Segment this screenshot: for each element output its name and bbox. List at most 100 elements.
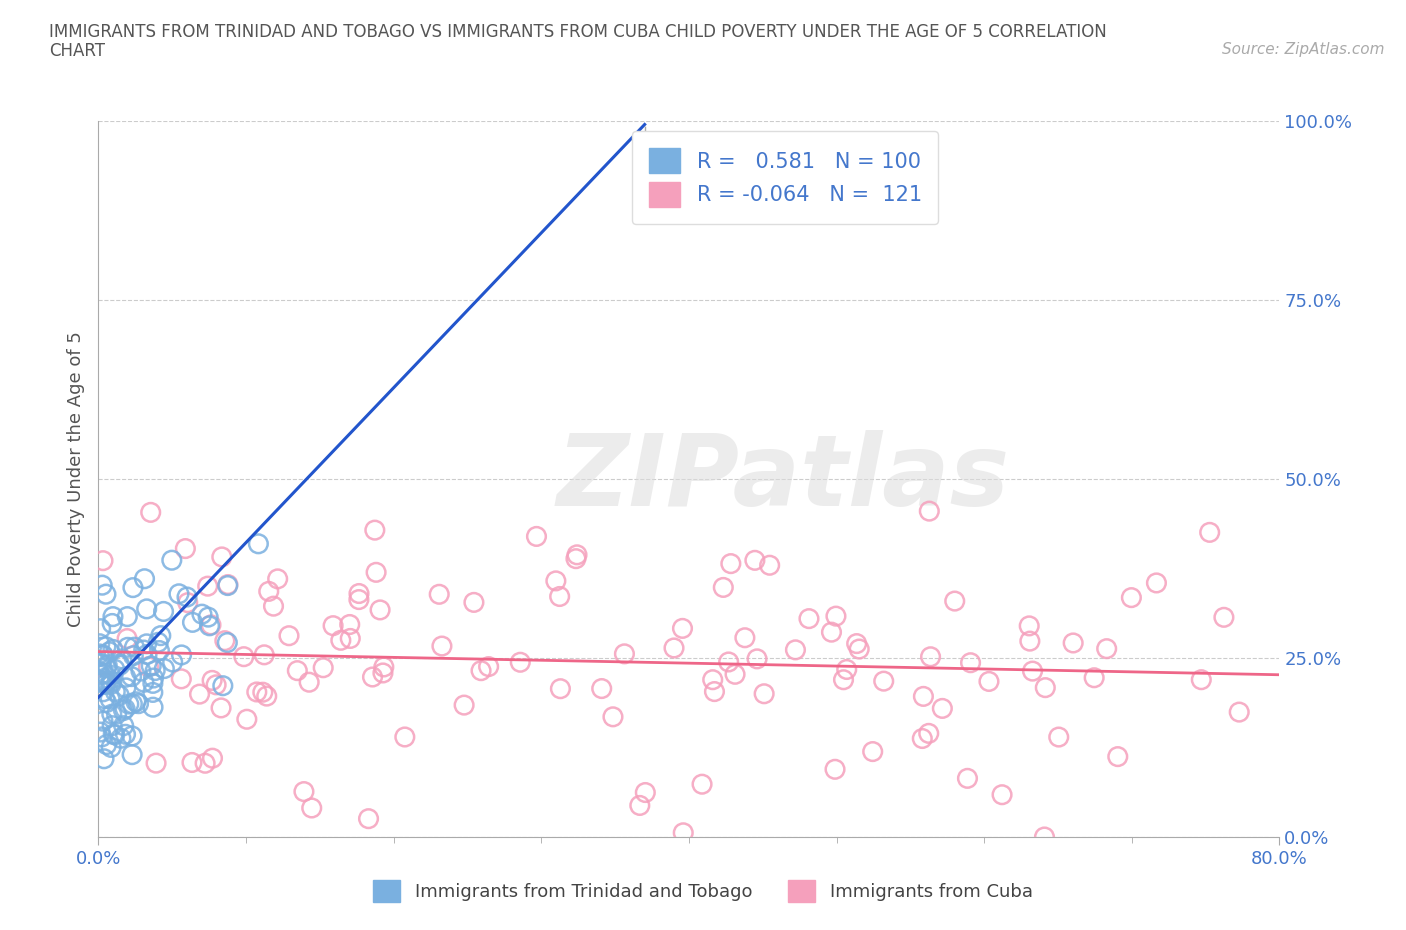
Point bbox=[1198, 525, 1220, 539]
Point bbox=[347, 592, 370, 607]
Point bbox=[301, 801, 323, 816]
Point bbox=[174, 541, 197, 556]
Point bbox=[1062, 635, 1084, 650]
Point bbox=[89, 646, 111, 661]
Text: IMMIGRANTS FROM TRINIDAD AND TOBAGO VS IMMIGRANTS FROM CUBA CHILD POVERTY UNDER : IMMIGRANTS FROM TRINIDAD AND TOBAGO VS I… bbox=[49, 23, 1107, 41]
Point bbox=[509, 655, 531, 670]
Point bbox=[1189, 672, 1212, 687]
Point bbox=[862, 744, 884, 759]
Point bbox=[634, 785, 657, 800]
Point bbox=[93, 671, 115, 686]
Point bbox=[134, 571, 156, 586]
Point bbox=[825, 609, 848, 624]
Point bbox=[101, 674, 124, 689]
Point bbox=[87, 664, 110, 679]
Point bbox=[94, 674, 117, 689]
Point bbox=[93, 691, 115, 706]
Point bbox=[613, 646, 636, 661]
Point bbox=[911, 731, 934, 746]
Point bbox=[463, 595, 485, 610]
Point bbox=[91, 713, 114, 728]
Point bbox=[104, 727, 127, 742]
Point bbox=[956, 771, 979, 786]
Point bbox=[959, 656, 981, 671]
Point bbox=[1107, 750, 1129, 764]
Point bbox=[873, 673, 896, 688]
Point bbox=[217, 635, 239, 650]
Point bbox=[991, 788, 1014, 803]
Point bbox=[339, 631, 361, 646]
Point bbox=[93, 667, 115, 682]
Point bbox=[108, 688, 131, 703]
Point bbox=[263, 599, 285, 614]
Point bbox=[100, 668, 122, 683]
Point bbox=[91, 578, 114, 592]
Point bbox=[90, 657, 112, 671]
Point bbox=[94, 639, 117, 654]
Point bbox=[209, 700, 232, 715]
Point bbox=[121, 747, 143, 762]
Point bbox=[427, 587, 450, 602]
Point bbox=[285, 663, 308, 678]
Point bbox=[197, 578, 219, 593]
Point bbox=[101, 707, 124, 722]
Point bbox=[108, 658, 131, 672]
Point bbox=[1047, 730, 1070, 745]
Point bbox=[298, 675, 321, 690]
Point bbox=[339, 618, 361, 632]
Point bbox=[347, 586, 370, 601]
Point bbox=[820, 625, 842, 640]
Point bbox=[181, 755, 204, 770]
Point bbox=[977, 674, 1000, 689]
Point bbox=[136, 647, 159, 662]
Point bbox=[322, 618, 344, 633]
Point bbox=[918, 504, 941, 519]
Point bbox=[114, 727, 136, 742]
Point bbox=[368, 603, 391, 618]
Point bbox=[91, 647, 114, 662]
Point bbox=[470, 663, 492, 678]
Point bbox=[188, 686, 211, 701]
Point bbox=[98, 644, 121, 659]
Point bbox=[711, 580, 734, 595]
Point bbox=[744, 553, 766, 568]
Point bbox=[361, 670, 384, 684]
Point bbox=[247, 537, 270, 551]
Point bbox=[139, 505, 162, 520]
Point bbox=[93, 751, 115, 766]
Point bbox=[256, 688, 278, 703]
Point bbox=[478, 659, 501, 674]
Point bbox=[132, 675, 155, 690]
Legend: Immigrants from Trinidad and Tobago, Immigrants from Cuba: Immigrants from Trinidad and Tobago, Imm… bbox=[359, 866, 1047, 916]
Point bbox=[197, 610, 219, 625]
Point bbox=[101, 718, 124, 733]
Point bbox=[108, 657, 131, 671]
Point bbox=[96, 658, 118, 672]
Point bbox=[90, 621, 112, 636]
Point bbox=[105, 707, 128, 722]
Point bbox=[128, 697, 150, 711]
Point bbox=[142, 685, 165, 700]
Point bbox=[89, 668, 111, 683]
Point bbox=[98, 692, 121, 707]
Point bbox=[565, 548, 588, 563]
Point bbox=[329, 632, 352, 647]
Point bbox=[162, 655, 184, 670]
Point bbox=[94, 587, 117, 602]
Point bbox=[138, 659, 160, 674]
Point bbox=[160, 552, 183, 567]
Point bbox=[114, 670, 136, 684]
Point bbox=[214, 633, 236, 648]
Point bbox=[633, 139, 655, 153]
Point bbox=[111, 651, 134, 666]
Point bbox=[167, 586, 190, 601]
Point bbox=[103, 726, 125, 741]
Point bbox=[142, 671, 165, 685]
Point bbox=[717, 655, 740, 670]
Point bbox=[117, 640, 139, 655]
Point bbox=[90, 674, 112, 689]
Point bbox=[96, 695, 118, 710]
Point bbox=[548, 589, 571, 604]
Point bbox=[104, 662, 127, 677]
Point bbox=[918, 726, 941, 741]
